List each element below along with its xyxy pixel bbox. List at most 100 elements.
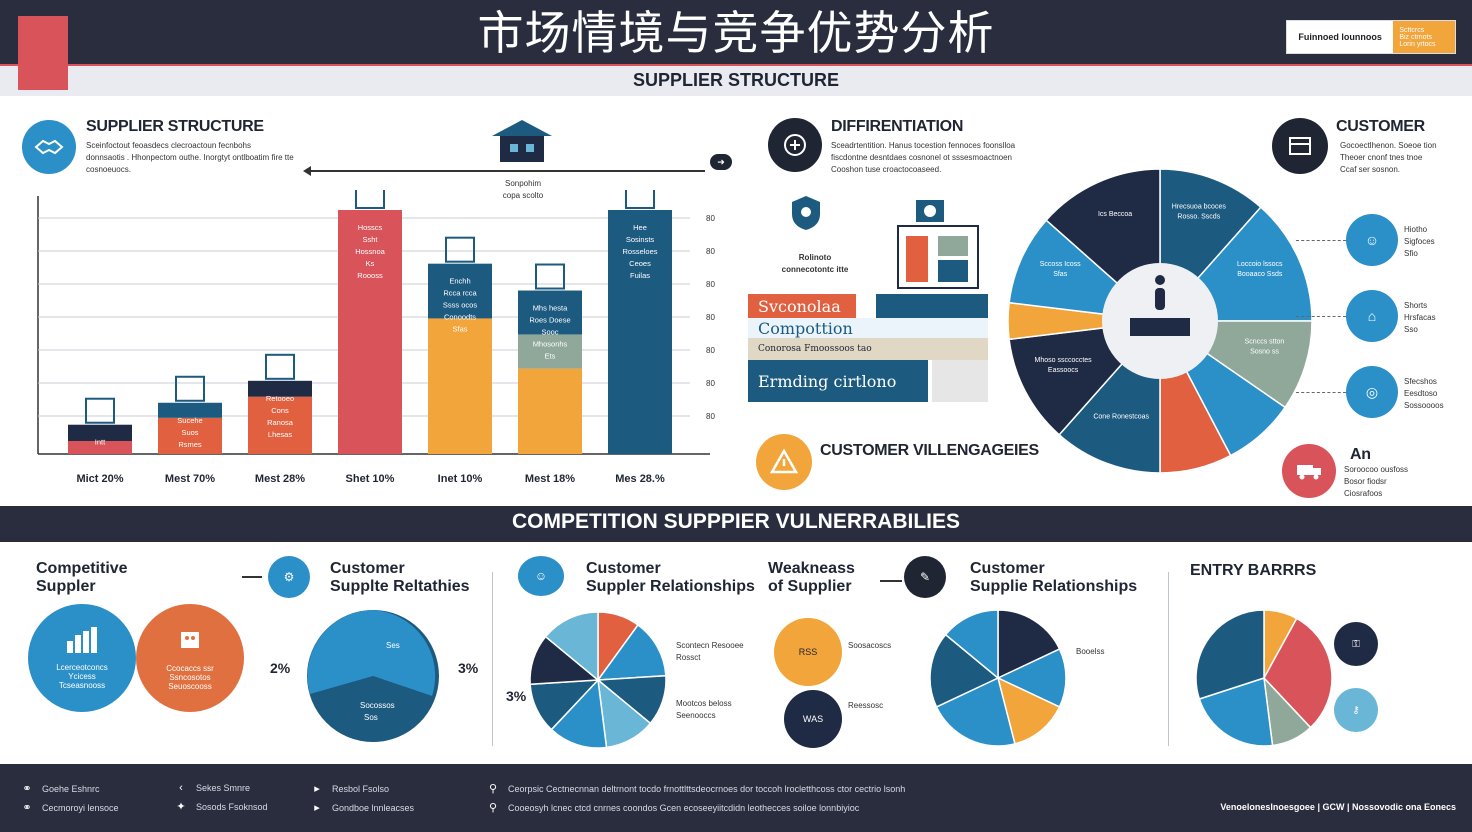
- footer-item[interactable]: ⚭ Cecmoroyi lensoce: [20, 801, 118, 814]
- x-tick-label: Mict 20%: [76, 473, 123, 485]
- y-tick-label: 80: [706, 346, 715, 355]
- subheader-bar: [0, 64, 1472, 96]
- footer-item[interactable]: ▸ Resbol Fsolso: [310, 782, 414, 795]
- x-tick-label: Mes 28.%: [615, 473, 665, 485]
- customer-side-text: Sfecshos Eesdtoso Sossoooos: [1404, 376, 1468, 412]
- pie-slice: [1195, 609, 1265, 700]
- footer-item[interactable]: ‹ Sekes Smnre: [174, 782, 268, 794]
- bar-chart-icon: [67, 626, 97, 653]
- donut-a: Ses Socossos Sos: [307, 610, 439, 742]
- customer-side-line: Sigfoces: [1404, 237, 1435, 246]
- donut-a-label: Socossos: [360, 701, 395, 710]
- footer-item[interactable]: ⚲ Cooeosyh lcnec ctcd cnrnes coondos Gcen…: [486, 801, 1046, 814]
- vulnerability-title: CUSTOMER VILLENGAGEIES: [820, 442, 1039, 459]
- footer-item-label: Sekes Smnre: [196, 783, 251, 793]
- header-accent: [18, 16, 68, 90]
- badge-right-line: Lorin yrtocs: [1399, 40, 1436, 48]
- pie-slice: [935, 676, 1016, 747]
- legend-c: Soosacoscs Reessosc: [848, 640, 928, 712]
- key-icon: ⚿: [1334, 622, 1378, 666]
- bar-segment: [518, 334, 582, 369]
- pie-c: [929, 609, 1067, 747]
- pie-label: Hrecsuoa bcoces: [1172, 204, 1227, 211]
- pie-center-icon: [1155, 288, 1165, 310]
- bar-icon: [535, 263, 565, 290]
- weakness-heading: Weakneass of Supplier: [768, 560, 855, 596]
- pie-label: Cone Ronestcoas: [1093, 413, 1149, 420]
- bar-text: Conoodts: [444, 313, 476, 322]
- y-tick-label: 80: [706, 412, 715, 421]
- pie-slice: [544, 611, 599, 682]
- footer-item[interactable]: ✦ Sosods Fsoknsod: [174, 800, 267, 813]
- share-icon: ⚲: [488, 802, 498, 814]
- footer-item[interactable]: ⚲ Ceorpsic Cectnecnnan deltrnont tocdo fr…: [486, 782, 1046, 795]
- bar-text: Sooc: [541, 328, 558, 337]
- x-tick-label: Mest 70%: [165, 473, 215, 485]
- x-tick-label: Mest 28%: [255, 473, 305, 485]
- customer-reltathies-heading: Customer Supplte Reltathies: [330, 560, 470, 596]
- legend-b: Scontecn Resooee Rossct Mootcos beloss S…: [676, 640, 756, 722]
- differentiation-desc-line: Sceadrtentition. Hanus tocestion fennoce…: [831, 141, 1016, 150]
- lock-icon: ⚷: [1334, 688, 1378, 732]
- differentiation-bar: Conorosa Fmoossoos tao: [748, 338, 988, 360]
- heading-line: Suppler Relationships: [586, 578, 755, 595]
- building-illustration: [892, 196, 992, 292]
- link-icon: ⚭: [22, 802, 32, 814]
- range-arrow: [305, 170, 705, 172]
- pie-slice: [996, 676, 1061, 745]
- customer-side-text: Hiotho Sigfoces Sfio: [1404, 224, 1468, 260]
- footer-item[interactable]: ▸ Gondboe lnnleacses: [310, 801, 414, 814]
- legend-line: Booelss: [1076, 647, 1105, 656]
- footer-col: ▸ Resbol Fsolso ▸ Gondboe lnnleacses: [310, 782, 414, 814]
- legend-d: Booelss: [1076, 646, 1156, 658]
- differentiation-label-line: Rolinoto: [798, 253, 832, 262]
- customer-side-line: Hrsfacas: [1404, 313, 1436, 322]
- customer-side-line: Sfecshos: [1404, 377, 1437, 386]
- bar-text: Ks: [366, 259, 375, 268]
- factory-icon: [181, 631, 199, 648]
- bar-text: Hee: [633, 223, 647, 232]
- differentiation-label-line: connecotontc itte: [781, 265, 849, 274]
- customer-side-line: Eesdtoso: [1404, 389, 1438, 398]
- range-label-line: copa scolto: [502, 191, 544, 200]
- customer-side-line: Sfio: [1404, 249, 1418, 258]
- footer-col: ⚲ Ceorpsic Cectnecnnan deltrnont tocdo fr…: [486, 782, 1046, 814]
- heading-line: Weakneass: [768, 560, 855, 577]
- badge-right-line: Scttcrcs: [1399, 26, 1425, 34]
- bar-text: Retooeo: [266, 394, 294, 403]
- bar-text: Mhosonhs: [533, 340, 568, 349]
- chevron-right-icon: ➜: [710, 154, 732, 170]
- legend-line: Seenooccs: [676, 711, 716, 720]
- heading-line: Customer: [970, 560, 1045, 577]
- gear-icon: ⚙: [268, 556, 310, 598]
- share-icon: ⚲: [488, 783, 498, 795]
- page-subtitle: SUPPLIER STRUCTURE: [632, 70, 839, 90]
- pie-label: Loccoio lssocs: [1237, 261, 1283, 268]
- section-divider: [1168, 572, 1169, 746]
- band-title: COMPETITION SUPPPIER VULNERRABILIES: [511, 510, 961, 533]
- an-desc: Soroocoo ousfoss Bosor fiodsr Ciosrafoos: [1344, 464, 1454, 500]
- heading-line: of Supplier: [768, 578, 852, 595]
- footer-item-label: Cooeosyh lcnec ctcd cnrnes coondos Gcen …: [508, 802, 860, 813]
- customer-desc-line: Ccaf ser sosnon.: [1340, 165, 1401, 174]
- bar-icon: [445, 236, 475, 263]
- pie-center-icon: [1155, 275, 1165, 285]
- globe-icon: ◎: [1346, 366, 1398, 418]
- supplier-title: SUPPLIER STRUCTURE: [86, 118, 264, 135]
- bar-segment: [68, 424, 132, 441]
- section-band: [0, 506, 1472, 542]
- weakness-circle: RSS: [774, 618, 842, 686]
- customer-title: CUSTOMER: [1336, 118, 1425, 135]
- bar-text: Ceoes: [629, 259, 651, 268]
- footer-item[interactable]: ⚭ Goehe Eshnrc: [20, 782, 119, 795]
- pct-label: 3%: [506, 688, 527, 704]
- footer-credits: Venoeloneslnoesgoee | GCW | Nossovodic o…: [1220, 802, 1456, 812]
- header-badge[interactable]: Fuinnoed lounnoos Scttcrcs Biz ctrnots L…: [1286, 20, 1456, 54]
- bar-text: Lhesas: [268, 430, 292, 439]
- pie-label: Booaaco Ssds: [1237, 271, 1283, 278]
- people-icon: ☺: [1346, 214, 1398, 266]
- bar-text: Suos: [181, 428, 198, 437]
- supplie-relationships-heading: Customer Supplie Relationships: [970, 560, 1137, 596]
- customer-icon: [1272, 118, 1328, 174]
- customer-side-line: Shorts: [1404, 301, 1428, 310]
